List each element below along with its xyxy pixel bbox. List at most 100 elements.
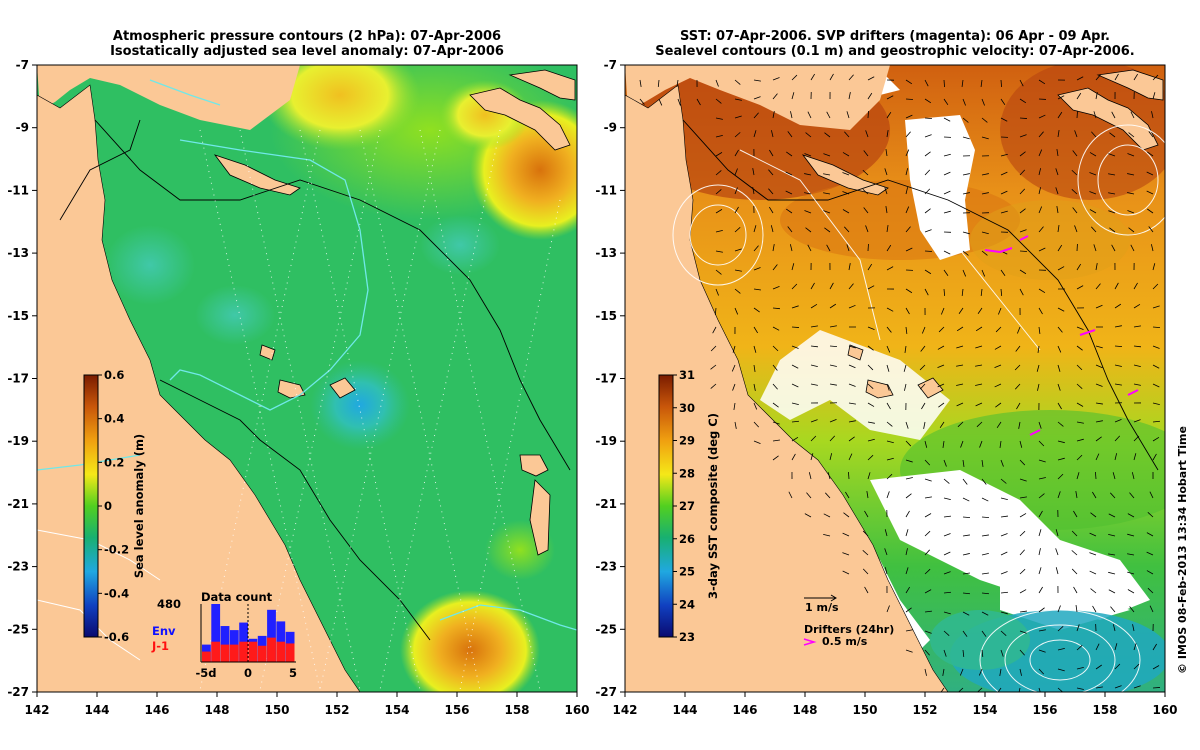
sla-colorbar-tick-label: 0 <box>104 499 112 513</box>
velocity-arrow <box>1152 305 1160 309</box>
velocity-arrow <box>714 307 717 316</box>
velocity-arrow <box>867 345 874 351</box>
velocity-arrow <box>710 345 717 352</box>
velocity-arrow <box>1000 269 1006 276</box>
velocity-arrow <box>1108 210 1116 214</box>
velocity-arrow <box>1147 208 1154 214</box>
right-lon-label: 146 <box>732 703 757 717</box>
velocity-arrow <box>1095 664 1102 670</box>
velocity-arrow <box>905 529 909 537</box>
left-lat-label: -7 <box>16 58 29 72</box>
velocity-arrow <box>1075 491 1078 499</box>
velocity-arrow <box>905 567 909 575</box>
velocity-arrow <box>939 421 945 429</box>
velocity-arrow <box>806 492 812 499</box>
right-lon-label: 156 <box>1032 703 1057 717</box>
velocity-arrow <box>886 266 894 271</box>
velocity-arrow <box>905 607 912 613</box>
velocity-arrow <box>772 383 778 390</box>
velocity-arrow <box>848 304 856 309</box>
velocity-arrow <box>924 549 930 556</box>
velocity-arrow <box>867 110 869 119</box>
velocity-arrow <box>1133 73 1138 81</box>
sealevel-contours <box>672 124 1165 692</box>
velocity-arrow <box>1114 435 1121 442</box>
velocity-arrow <box>919 364 926 371</box>
velocity-arrow <box>844 226 850 233</box>
velocity-arrow <box>1037 345 1040 353</box>
velocity-arrow <box>886 244 892 252</box>
velocity-arrow <box>752 168 755 176</box>
velocity-arrow <box>905 247 913 252</box>
velocity-arrow <box>1019 478 1027 482</box>
velocity-arrow <box>905 493 912 499</box>
velocity-arrow <box>962 592 971 595</box>
velocity-arrow <box>1129 606 1135 613</box>
velocity-arrow <box>1091 131 1097 138</box>
velocity-arrow <box>1000 79 1002 88</box>
velocity-arrow <box>823 513 831 518</box>
velocity-arrow <box>1038 567 1042 575</box>
velocity-arrow <box>1019 288 1024 296</box>
velocity-arrow <box>981 250 988 256</box>
env-label: Env <box>152 624 176 638</box>
velocity-arrow <box>958 307 964 314</box>
data-count-bars <box>202 604 295 662</box>
j1-bar <box>229 644 239 662</box>
velocity-arrow <box>937 364 945 369</box>
velocity-arrow <box>1057 440 1065 444</box>
velocity-arrow <box>848 453 853 461</box>
velocity-arrow <box>1000 515 1008 518</box>
velocity-arrow <box>846 244 850 252</box>
velocity-arrow <box>753 245 759 252</box>
velocity-arrow <box>1152 74 1159 81</box>
velocity-arrow <box>962 649 965 658</box>
velocity-arrow <box>1055 548 1059 556</box>
velocity-arrow <box>862 530 869 537</box>
velocity-arrow <box>981 478 987 485</box>
velocity-arrow <box>1019 530 1026 537</box>
velocity-arrow <box>886 130 889 138</box>
velocity-arrow <box>1019 513 1027 518</box>
velocity-arrow <box>1038 687 1041 692</box>
velocity-arrow <box>1018 421 1021 429</box>
velocity-arrow <box>943 117 951 122</box>
sla-colorbar-tick-label: 0.4 <box>104 412 124 426</box>
velocity-arrow <box>1109 227 1116 233</box>
velocity-arrow <box>981 459 984 467</box>
velocity-arrow <box>1092 605 1097 613</box>
sst-colorbar-tick-label: 28 <box>679 466 695 480</box>
velocity-arrow <box>1038 206 1043 214</box>
velocity-arrow <box>1076 92 1082 100</box>
velocity-arrow <box>1057 402 1062 410</box>
velocity-arrow <box>1000 571 1008 575</box>
velocity-arrow <box>1112 624 1116 632</box>
velocity-arrow <box>1152 643 1157 651</box>
velocity-arrow <box>864 586 869 594</box>
velocity-arrow <box>1038 79 1046 85</box>
velocity-arrow <box>999 668 1002 676</box>
velocity-arrow <box>734 206 739 214</box>
velocity-arrow <box>981 173 989 176</box>
velocity-arrow <box>1076 667 1084 670</box>
velocity-arrow <box>1093 111 1097 119</box>
velocity-arrow <box>905 326 908 334</box>
left-lat-label: -23 <box>7 560 29 574</box>
velocity-arrow <box>924 459 931 466</box>
right-lat-label: -17 <box>595 372 617 386</box>
velocity-arrow <box>1057 345 1062 353</box>
velocity-arrow <box>785 190 793 195</box>
velocity-arrow <box>1095 686 1103 689</box>
velocity-arrow <box>1038 187 1041 195</box>
dc-xtick-3: 5 <box>289 666 297 680</box>
velocity-arrow <box>1131 472 1135 480</box>
velocity-arrow <box>842 191 850 195</box>
velocity-arrow <box>1108 513 1116 518</box>
velocity-arrow <box>1114 73 1119 81</box>
velocity-arrow <box>1000 611 1008 615</box>
velocity-arrow <box>905 168 909 176</box>
sla-colorbar-tick-label: -0.2 <box>104 543 129 557</box>
velocity-arrow <box>734 248 742 252</box>
velocity-arrow <box>823 192 831 195</box>
drifter-legend-title: Drifters (24hr) <box>804 623 894 636</box>
